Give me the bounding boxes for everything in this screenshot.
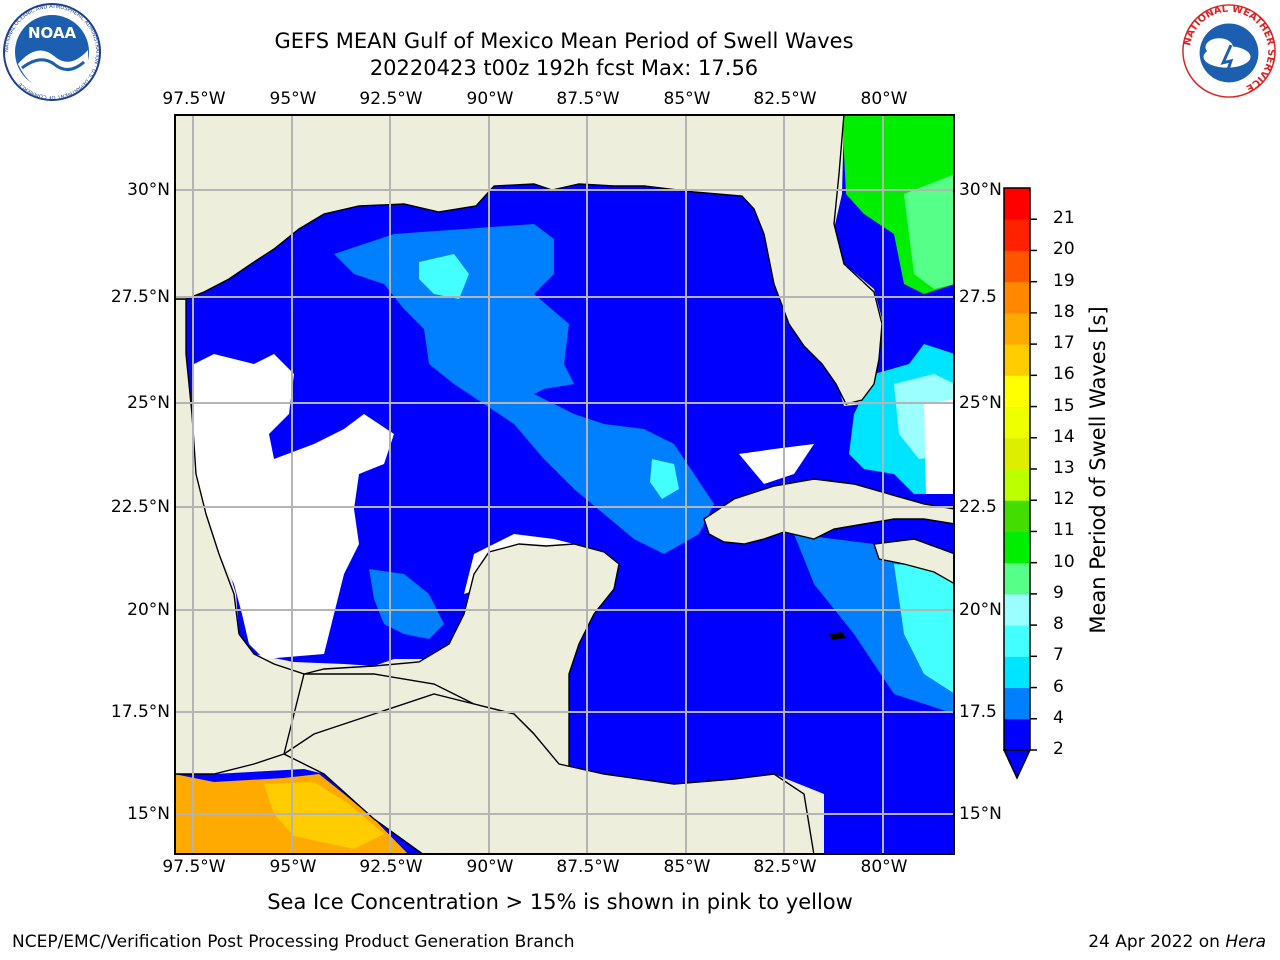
lon-label: 87.5°W	[556, 89, 620, 109]
lat-label: 22.5°N	[110, 497, 170, 517]
footer-host: Hera	[1225, 932, 1266, 952]
nodata-south-cuba	[739, 444, 814, 484]
colorbar-swatch	[1004, 593, 1030, 626]
lat-label: 25°N	[127, 393, 170, 413]
colorbar-swatch	[1004, 562, 1030, 595]
lon-label: 80°W	[860, 857, 908, 877]
colorbar-tick-label: 6	[1053, 676, 1064, 697]
lat-label: 25°N	[959, 393, 1002, 413]
colorbar-swatch	[1004, 406, 1030, 439]
colorbar-tick-label: 4	[1053, 707, 1064, 728]
colorbar-swatch	[1004, 344, 1030, 376]
colorbar-swatch	[1004, 500, 1030, 532]
colorbar-swatch	[1004, 188, 1030, 220]
colorbar-tick-label: 15	[1053, 395, 1075, 416]
lat-label: 27.5°N	[110, 287, 170, 307]
footer-date-text: 24 Apr 2022 on	[1088, 932, 1226, 952]
lon-label: 97.5°W	[162, 89, 226, 109]
lon-label: 87.5°W	[556, 857, 620, 877]
lat-label: 20°N	[959, 600, 1002, 620]
colorbar-swatch	[1004, 687, 1030, 720]
pacific-swell-yellow	[264, 782, 384, 849]
colorbar-swatch	[1004, 437, 1030, 470]
lat-label: 15°N	[959, 804, 1002, 824]
lat-label: 20°N	[127, 600, 170, 620]
lon-label: 82.5°W	[753, 857, 817, 877]
lon-label: 80°W	[860, 89, 908, 109]
colorbar-tick-label: 12	[1053, 489, 1075, 510]
colorbar-tick-label: 19	[1053, 270, 1075, 291]
colorbar-swatch	[1004, 250, 1030, 283]
lon-label: 92.5°W	[359, 89, 423, 109]
colorbar-tick-label: 14	[1053, 426, 1075, 447]
lon-label: 90°W	[466, 89, 514, 109]
colorbar-swatches	[1002, 187, 1032, 780]
colorbar-extend-triangle	[1002, 749, 1032, 780]
map-frame	[174, 114, 955, 855]
graticule	[174, 114, 955, 855]
lon-label: 92.5°W	[359, 857, 423, 877]
nodata-bahamas	[924, 399, 955, 494]
colorbar-tick-label: 9	[1053, 582, 1064, 603]
lon-label: 90°W	[466, 857, 514, 877]
swell-zone-cyan-caribbean	[894, 564, 955, 694]
nws-logo-icon: NATIONAL WEATHER SERVICE	[1182, 4, 1276, 98]
lon-label: 85°W	[663, 857, 711, 877]
plot-title: GEFS MEAN Gulf of Mexico Mean Period of …	[274, 29, 854, 53]
swell-zone-lightblue-gulf	[334, 224, 714, 554]
lat-label: 30°N	[959, 180, 1002, 200]
sea-ice-note: Sea Ice Concentration > 15% is shown in …	[267, 890, 853, 914]
gulf-water	[174, 114, 955, 855]
lat-label: 17.5°N	[110, 702, 170, 722]
swell-zone-cyan-yucatan	[650, 459, 679, 499]
swell-zone-lightgreen	[904, 174, 955, 289]
lat-label: 22.5	[959, 497, 997, 517]
land-us-north	[174, 114, 883, 405]
colorbar-swatch	[1004, 656, 1030, 689]
colorbar-tick-label: 13	[1053, 458, 1075, 478]
footer-date: 24 Apr 2022 on Hera	[1088, 932, 1266, 952]
footer-credit: NCEP/EMC/Verification Post Processing Pr…	[12, 932, 575, 952]
land-jamaica	[829, 632, 846, 640]
lon-label: 82.5°W	[753, 89, 817, 109]
lon-label: 95°W	[269, 857, 317, 877]
swell-zone-cyan-gulf	[419, 254, 469, 299]
lat-label: 30°N	[127, 180, 170, 200]
colorbar-label: Mean Period of Swell Waves [s]	[1086, 306, 1110, 634]
colorbar-tick-label: 16	[1053, 364, 1075, 385]
lon-label: 85°W	[663, 89, 711, 109]
colorbar-tick-label: 10	[1053, 551, 1075, 572]
colorbar-swatch	[1004, 312, 1030, 345]
colorbar-swatch	[1004, 718, 1030, 751]
lon-label: 95°W	[269, 89, 317, 109]
colorbar-tick-label: 11	[1053, 520, 1075, 541]
colorbar-tick-label: 2	[1053, 739, 1064, 759]
colorbar-swatch	[1004, 375, 1030, 408]
lat-label: 17.5	[959, 702, 997, 722]
colorbar-tick-label: 20	[1053, 239, 1075, 260]
colorbar	[1002, 187, 1037, 780]
colorbar-tick-label: 18	[1053, 301, 1075, 322]
svg-text:NOAA: NOAA	[28, 24, 77, 42]
lat-label: 15°N	[127, 804, 170, 824]
lat-label: 27.5	[959, 287, 997, 307]
colorbar-swatch	[1004, 469, 1030, 501]
swell-zone-lightblue-bay	[369, 569, 444, 639]
lon-label: 97.5°W	[162, 857, 226, 877]
colorbar-tick-label: 17	[1053, 333, 1075, 354]
colorbar-swatch	[1004, 281, 1030, 314]
plot-subtitle: 20220423 t00z 192h fcst Max: 17.56	[369, 56, 759, 80]
noaa-logo-icon: NOAA NATIONAL OCEANIC AND ATMOSPHERIC AD…	[3, 3, 101, 101]
swell-period-map	[174, 114, 955, 855]
colorbar-tick-label: 21	[1053, 208, 1075, 229]
colorbar-swatch	[1004, 625, 1030, 657]
land-cuba	[703, 478, 955, 545]
colorbar-tick-label: 7	[1053, 645, 1064, 666]
colorbar-swatch	[1004, 531, 1030, 564]
colorbar-swatch	[1004, 219, 1030, 251]
colorbar-tick-label: 8	[1053, 614, 1064, 635]
